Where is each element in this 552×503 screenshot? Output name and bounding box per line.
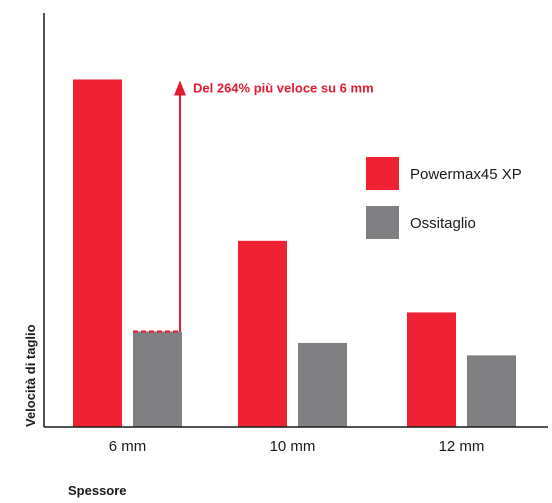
annotation-arrow-head	[174, 80, 186, 96]
x-tick-labels: 6 mm 10 mm 12 mm	[109, 438, 485, 455]
x-axis-title: Spessore	[68, 483, 127, 498]
y-axis-title: Velocità di taglio	[23, 324, 38, 427]
bar-powermax-12mm	[407, 312, 456, 427]
annotation-layer: Del 264% più veloce su 6 mm	[133, 80, 374, 333]
legend-label: Ossitaglio	[410, 215, 476, 232]
bar-ossitaglio-10mm	[298, 342, 347, 427]
bar-ossitaglio-12mm	[467, 355, 516, 427]
bar-ossitaglio-6mm	[133, 331, 182, 427]
x-tick-label: 6 mm	[109, 438, 147, 455]
x-tick-label: 12 mm	[439, 438, 485, 455]
legend: Powermax45 XP Ossitaglio	[366, 157, 522, 239]
bar-powermax-6mm	[73, 79, 122, 427]
bars-layer	[73, 79, 516, 427]
annotation-label: Del 264% più veloce su 6 mm	[193, 80, 374, 95]
legend-label: Powermax45 XP	[410, 166, 522, 183]
legend-swatch	[366, 157, 399, 190]
legend-swatch	[366, 206, 399, 239]
x-tick-label: 10 mm	[270, 438, 316, 455]
bar-powermax-10mm	[238, 240, 287, 427]
